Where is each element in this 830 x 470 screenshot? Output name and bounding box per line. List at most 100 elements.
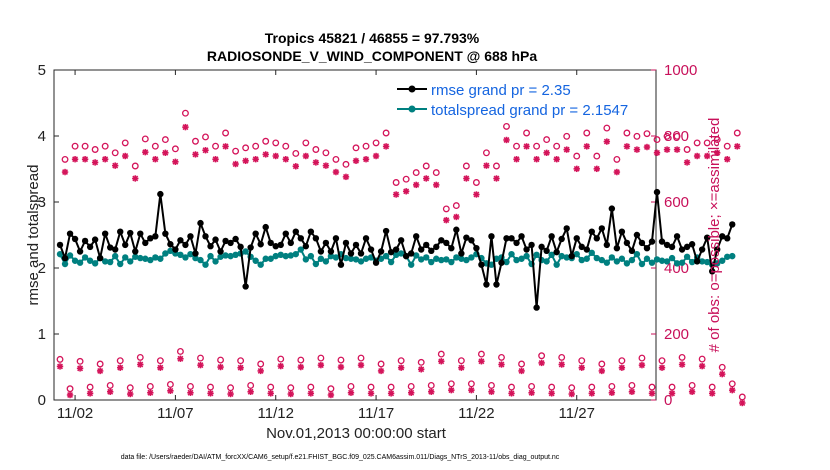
rmse-point xyxy=(397,237,405,244)
obs-possible-point xyxy=(81,142,89,150)
obs-possible-point xyxy=(222,129,230,137)
obs-possible-point xyxy=(628,382,636,389)
totalspread-point xyxy=(518,255,525,262)
rmse-point xyxy=(262,223,269,231)
obs-assimilated-point xyxy=(438,358,445,365)
rmse-point xyxy=(588,228,595,235)
obs-assimilated-point xyxy=(714,149,721,157)
rmse-point xyxy=(392,246,400,253)
totalspread-point xyxy=(598,256,606,264)
obs-assimilated-point xyxy=(297,363,305,371)
obs-possible-point xyxy=(467,380,475,388)
obs-possible-point xyxy=(733,129,741,137)
obs-possible-point xyxy=(603,124,611,132)
totalspread-point xyxy=(488,261,495,268)
totalspread-point xyxy=(633,250,641,258)
obs-possible-point xyxy=(322,149,330,157)
totalspread-point xyxy=(122,254,129,261)
y-right-tick-label: 800 xyxy=(664,128,689,145)
totalspread-point xyxy=(508,250,515,258)
obs-assimilated-point xyxy=(683,159,691,166)
obs-assimilated-point xyxy=(267,390,274,397)
obs-possible-point xyxy=(151,142,159,150)
obs-assimilated-point xyxy=(86,390,94,397)
obs-assimilated-point xyxy=(332,168,340,176)
obs-possible-point xyxy=(503,122,510,130)
obs-assimilated-point xyxy=(573,165,580,173)
totalspread-point xyxy=(117,260,124,268)
obs-assimilated-point xyxy=(352,157,360,165)
obs-possible-point xyxy=(267,383,275,391)
obs-assimilated-point xyxy=(187,389,194,396)
obs-possible-point xyxy=(422,162,430,170)
obs-assimilated-point xyxy=(277,362,284,370)
rmse-point xyxy=(493,281,500,288)
obs-possible-point xyxy=(528,382,536,390)
obs-assimilated-point xyxy=(603,138,611,145)
obs-possible-point xyxy=(357,354,365,362)
obs-possible-point xyxy=(327,385,335,393)
rmse-point xyxy=(698,246,706,253)
obs-assimilated-point xyxy=(202,147,209,154)
totalspread-point xyxy=(443,256,450,263)
totalspread-point xyxy=(719,257,726,264)
obs-assimilated-point xyxy=(488,388,495,395)
rmse-point xyxy=(382,227,390,235)
totalspread-point xyxy=(312,260,320,268)
totalspread-point xyxy=(86,257,94,264)
totalspread-point xyxy=(653,256,661,263)
obs-assimilated-point xyxy=(71,156,79,163)
obs-assimilated-point xyxy=(623,143,631,150)
rmse-point xyxy=(503,235,510,242)
rmse-point xyxy=(533,304,540,311)
rmse-point xyxy=(147,235,154,242)
rmse-point xyxy=(714,246,721,253)
obs-assimilated-point xyxy=(91,159,99,166)
totalspread-point xyxy=(407,261,415,268)
obs-assimilated-point xyxy=(698,362,706,370)
totalspread-point xyxy=(327,252,335,260)
totalspread-point xyxy=(132,253,139,260)
rmse-point xyxy=(287,239,294,247)
obs-possible-point xyxy=(367,383,375,391)
obs-possible-point xyxy=(538,352,546,360)
obs-possible-point xyxy=(703,139,711,147)
totalspread-point xyxy=(578,256,585,264)
obs-possible-point xyxy=(332,155,340,163)
rmse-point xyxy=(257,241,264,248)
obs-assimilated-point xyxy=(127,390,134,398)
obs-possible-point xyxy=(553,142,561,150)
obs-assimilated-point xyxy=(257,367,264,375)
obs-assimilated-point xyxy=(533,156,540,163)
rmse-point xyxy=(212,236,219,243)
rmse-point xyxy=(603,241,611,249)
rmse-point xyxy=(142,239,149,247)
obs-possible-point xyxy=(397,357,405,365)
obs-possible-point xyxy=(121,139,129,147)
obs-assimilated-point xyxy=(498,361,505,368)
rmse-point xyxy=(613,245,621,252)
rmse-point xyxy=(372,259,380,266)
rmse-point xyxy=(332,235,340,242)
obs-possible-point xyxy=(352,144,360,152)
totalspread-point xyxy=(714,260,721,267)
totalspread-point xyxy=(192,254,199,262)
obs-possible-point xyxy=(563,132,571,140)
totalspread-point xyxy=(448,258,455,266)
rmse-point xyxy=(347,250,355,257)
obs-possible-point xyxy=(91,146,99,153)
rmse-point xyxy=(628,247,636,255)
rmse-point xyxy=(658,238,666,245)
obs-assimilated-point xyxy=(678,361,686,368)
obs-possible-point xyxy=(668,383,676,391)
x-tick-label: 11/12 xyxy=(258,405,294,422)
obs-assimilated-point xyxy=(56,363,64,370)
obs-assimilated-point xyxy=(739,399,746,407)
rmse-series xyxy=(56,188,736,311)
y-right-tick-label: 0 xyxy=(664,392,672,409)
obs-possible-point xyxy=(141,135,149,143)
totalspread-point xyxy=(724,253,731,260)
rmse-point xyxy=(342,239,350,247)
obs-possible-point xyxy=(342,160,350,168)
rmse-point xyxy=(182,241,189,249)
